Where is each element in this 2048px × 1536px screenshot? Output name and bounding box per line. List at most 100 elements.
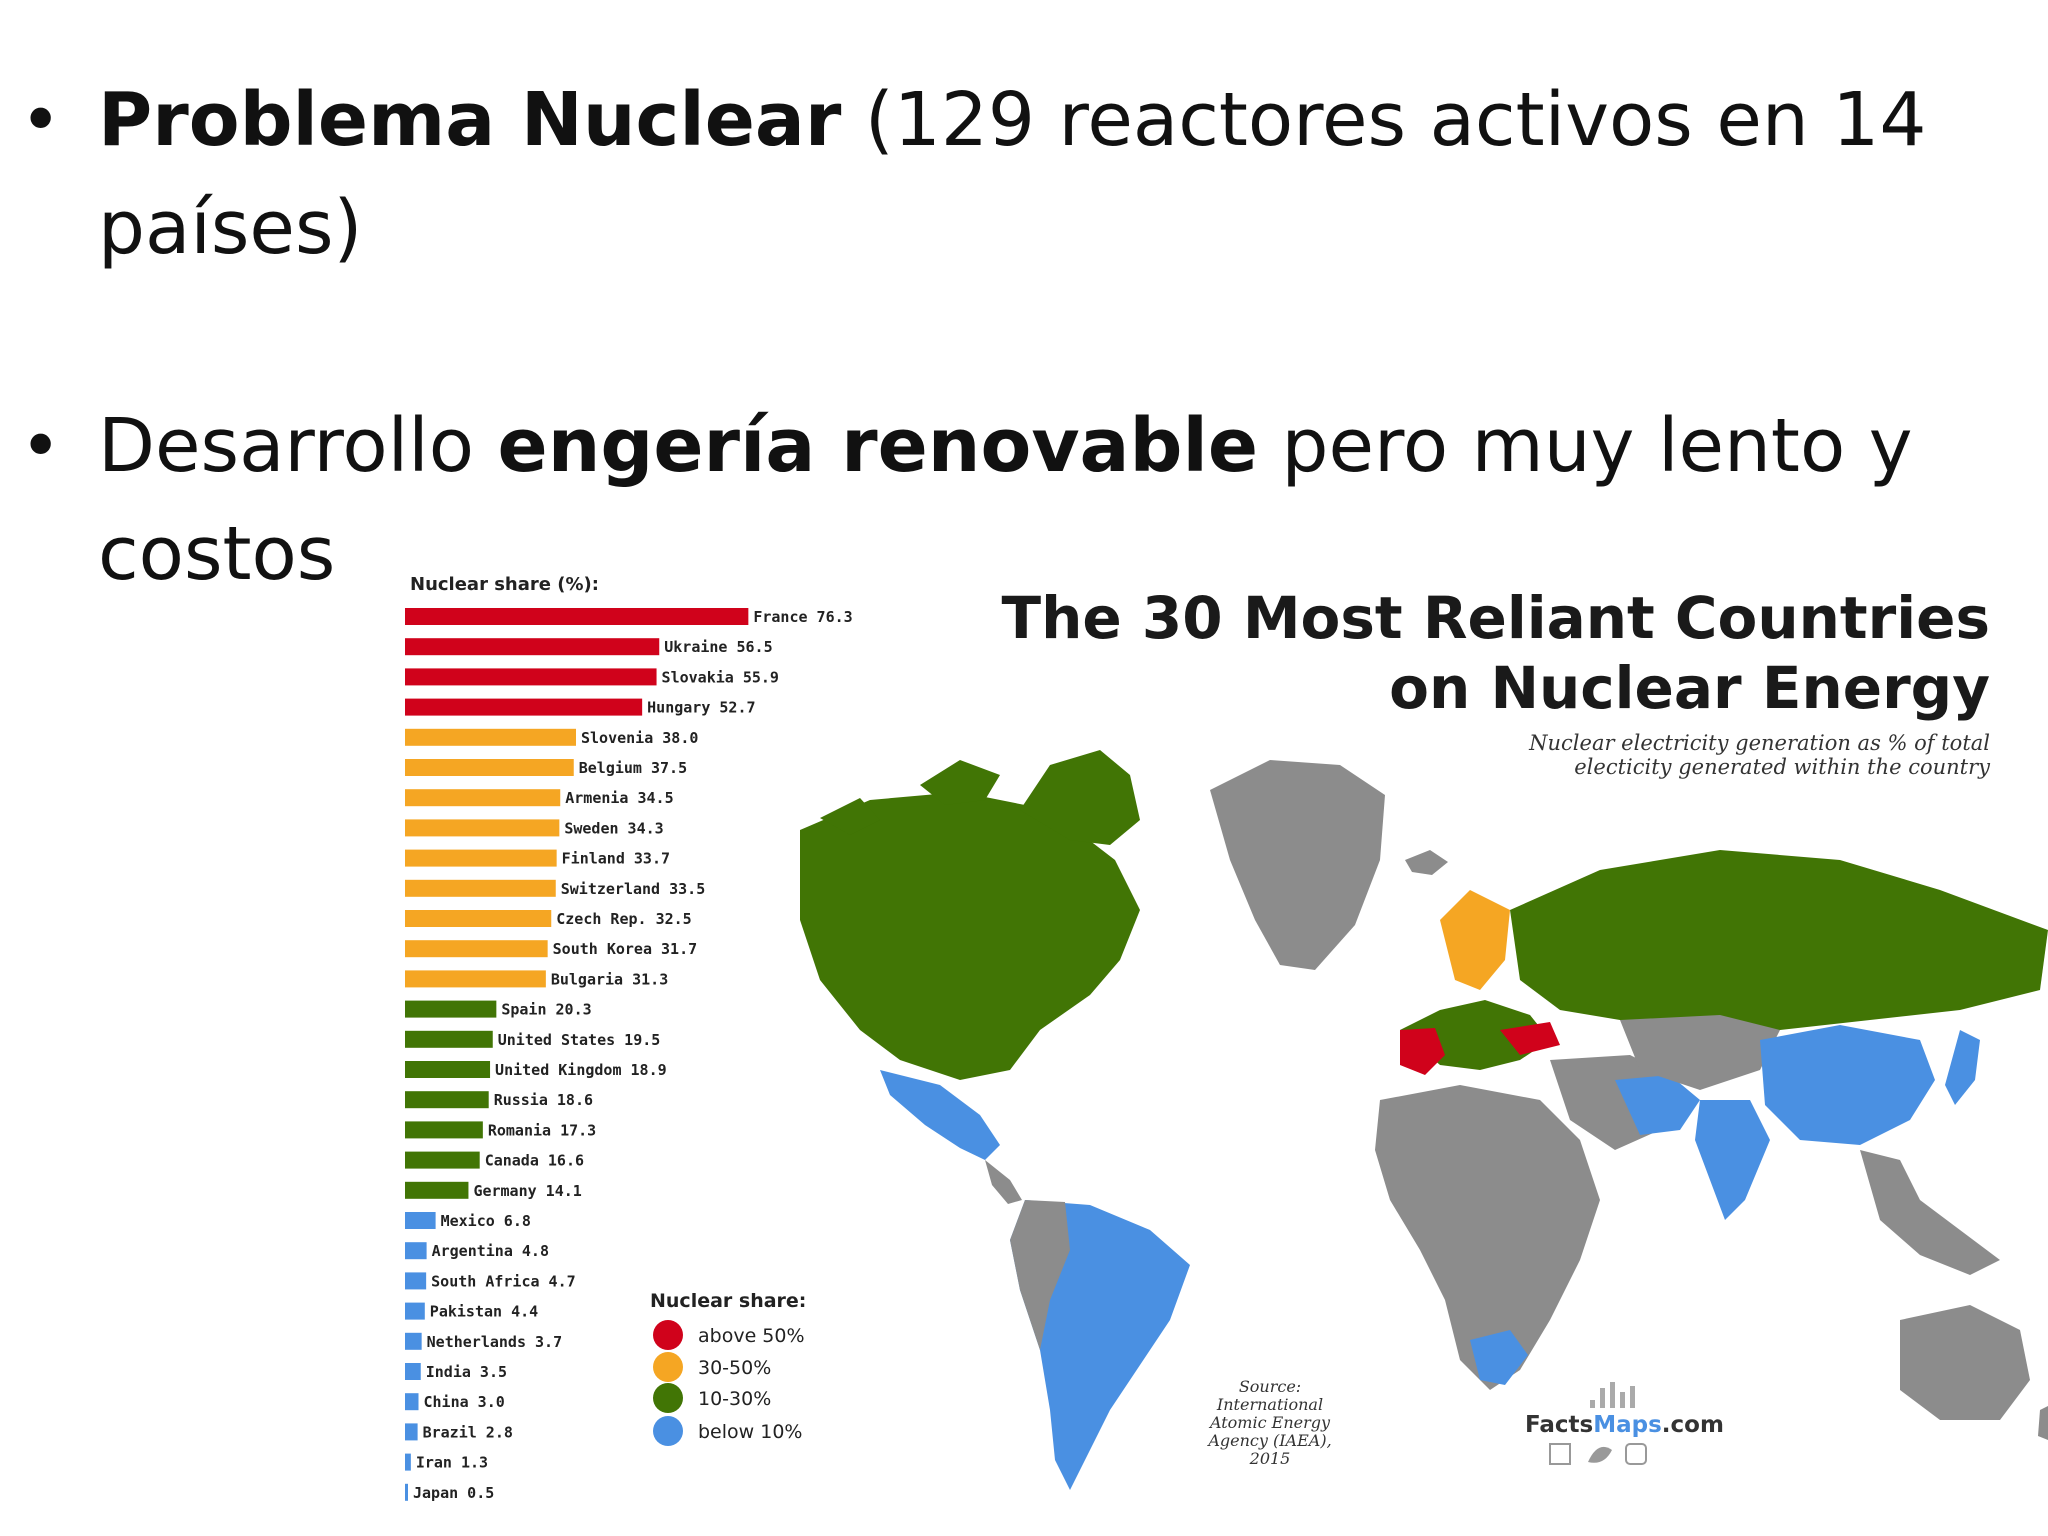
legend-label-10-30: 10-30% xyxy=(698,1388,771,1410)
bullet-2-after: pero muy lento y costos xyxy=(98,403,1913,597)
bar-label: Finland 33.7 xyxy=(562,850,670,868)
bullet-1-bold: Problema Nuclear xyxy=(98,77,842,163)
bar-label: United Kingdom 18.9 xyxy=(495,1061,667,1079)
bar-iran xyxy=(405,1453,411,1471)
bar-canada xyxy=(405,1151,480,1169)
bar-brazil xyxy=(405,1423,418,1441)
bar-romania xyxy=(405,1121,483,1139)
bar-label: Slovenia 38.0 xyxy=(581,729,698,747)
bar-label: Bulgaria 31.3 xyxy=(551,970,668,988)
bar-russia xyxy=(405,1091,489,1109)
instagram-icon xyxy=(1625,1443,1647,1465)
bar-label: Germany 14.1 xyxy=(473,1182,581,1200)
source-line-5: 2015 xyxy=(1249,1449,1291,1468)
bar-mexico xyxy=(405,1212,436,1229)
map-greenland xyxy=(1210,760,1385,970)
bar-south-africa xyxy=(405,1272,427,1290)
infographic-title-line2: on Nuclear Energy xyxy=(1389,654,1990,722)
source-note: Source: International Atomic Energy Agen… xyxy=(1206,1377,1331,1468)
bullet-dot-icon: • xyxy=(20,79,62,161)
bar-label: South Africa 4.7 xyxy=(431,1272,576,1290)
source-line-1: Source: xyxy=(1239,1377,1301,1396)
logo-bar-icon xyxy=(1630,1386,1635,1408)
infographic-canvas: France 76.3 Ukraine 56.5 Slovakia 55.9 Hung… xyxy=(405,574,2048,1502)
infographic-title-line1: The 30 Most Reliant Countries xyxy=(1002,584,1990,652)
bar-label: Ukraine 56.5 xyxy=(664,638,772,656)
bar-switzerland xyxy=(405,879,556,897)
bar-united-kingdom xyxy=(405,1061,491,1078)
bar-armenia xyxy=(405,789,561,807)
bar-label: Hungary 52.7 xyxy=(647,699,755,717)
bar-label: Iran 1.3 xyxy=(416,1454,488,1472)
legend-swatch-below10 xyxy=(653,1416,683,1446)
legend-title: Nuclear share: xyxy=(650,1290,806,1312)
bullet-dot-icon: • xyxy=(20,405,62,487)
bar-germany xyxy=(405,1181,469,1199)
bar-label: Japan 0.5 xyxy=(413,1484,494,1502)
map-india xyxy=(1695,1100,1770,1220)
bar-united-states xyxy=(405,1030,493,1048)
bar-label: Armenia 34.5 xyxy=(565,789,673,807)
bar-label: Romania 17.3 xyxy=(488,1121,596,1139)
source-line-2: International xyxy=(1216,1395,1323,1414)
world-map xyxy=(800,750,2048,1490)
bullet-2-text: Desarrollo engería renovable pero muy le… xyxy=(98,392,2020,608)
logo-bar-icon xyxy=(1610,1382,1615,1408)
map-south-america-gray xyxy=(1010,1200,1070,1350)
map-france xyxy=(1400,1028,1445,1075)
brand-prefix: Facts xyxy=(1525,1412,1593,1438)
map-ukraine xyxy=(1500,1022,1560,1055)
bar-slovenia xyxy=(405,728,576,746)
brand-suffix: .com xyxy=(1662,1412,1724,1438)
bullet-2: • Desarrollo engería renovable pero muy … xyxy=(20,392,2020,608)
bullet-1: • Problema Nuclear (129 reactores activo… xyxy=(20,66,2020,282)
bar-india xyxy=(405,1363,421,1380)
nuclear-infographic: France 76.3 Ukraine 56.5 Slovakia 55.9 Hung… xyxy=(400,560,2048,1530)
facebook-icon xyxy=(1549,1443,1571,1465)
bullet-2-bold: engería renovable xyxy=(497,403,1259,489)
map-scandinavia xyxy=(1440,890,1510,990)
bar-argentina xyxy=(405,1242,427,1260)
bar-label: Sweden 34.3 xyxy=(564,819,663,837)
bar-label: Czech Rep. 32.5 xyxy=(556,910,691,928)
map-africa xyxy=(1375,1085,1600,1390)
bullet-2-before: Desarrollo xyxy=(98,403,498,489)
source-line-4: Agency (IAEA), xyxy=(1206,1431,1331,1450)
map-mexico xyxy=(880,1070,1000,1160)
bullet-1-rest: (129 reactores activos en 14 países) xyxy=(98,77,1927,271)
map-new-zealand xyxy=(2038,1406,2048,1440)
map-china xyxy=(1760,1025,1935,1145)
map-central-asia xyxy=(1620,1015,1780,1090)
bar-france xyxy=(405,608,749,625)
bar-label: Russia 18.6 xyxy=(494,1091,593,1109)
bar-slovakia xyxy=(405,668,657,686)
bar-label: Netherlands 3.7 xyxy=(427,1333,562,1351)
map-iran-pakistan xyxy=(1615,1075,1700,1135)
legend-label-30-50: 30-50% xyxy=(698,1357,771,1379)
map-australia xyxy=(1900,1305,2030,1420)
brand-mid: Maps xyxy=(1593,1412,1662,1438)
logo-bar-icon xyxy=(1620,1392,1625,1408)
bar-label: Belgium 37.5 xyxy=(579,759,687,777)
logo-bar-icon xyxy=(1600,1388,1605,1408)
bar-sweden xyxy=(405,819,560,837)
bar-japan xyxy=(405,1483,408,1501)
logo-bar-icon xyxy=(1590,1400,1595,1408)
map-japan xyxy=(1945,1030,1980,1105)
legend-label-below10: below 10% xyxy=(698,1421,802,1443)
bar-label: South Korea 31.7 xyxy=(553,940,698,958)
bar-chart-header: Nuclear share (%): xyxy=(410,574,599,595)
map-south-africa xyxy=(1470,1330,1528,1385)
map-russia xyxy=(1510,850,2048,1030)
source-line-3: Atomic Energy xyxy=(1208,1413,1331,1432)
bar-label: Switzerland 33.5 xyxy=(561,880,706,898)
bar-spain xyxy=(405,1000,497,1018)
bar-finland xyxy=(405,849,557,867)
map-central-america xyxy=(985,1160,1022,1204)
legend-swatch-30-50 xyxy=(653,1352,683,1382)
bar-label: Mexico 6.8 xyxy=(441,1212,531,1230)
bar-label: Argentina 4.8 xyxy=(432,1242,549,1260)
bullet-1-text: Problema Nuclear (129 reactores activos … xyxy=(98,66,2020,282)
bar-label: Canada 16.6 xyxy=(485,1152,584,1170)
brand-name: FactsMaps.com xyxy=(1525,1412,1724,1438)
